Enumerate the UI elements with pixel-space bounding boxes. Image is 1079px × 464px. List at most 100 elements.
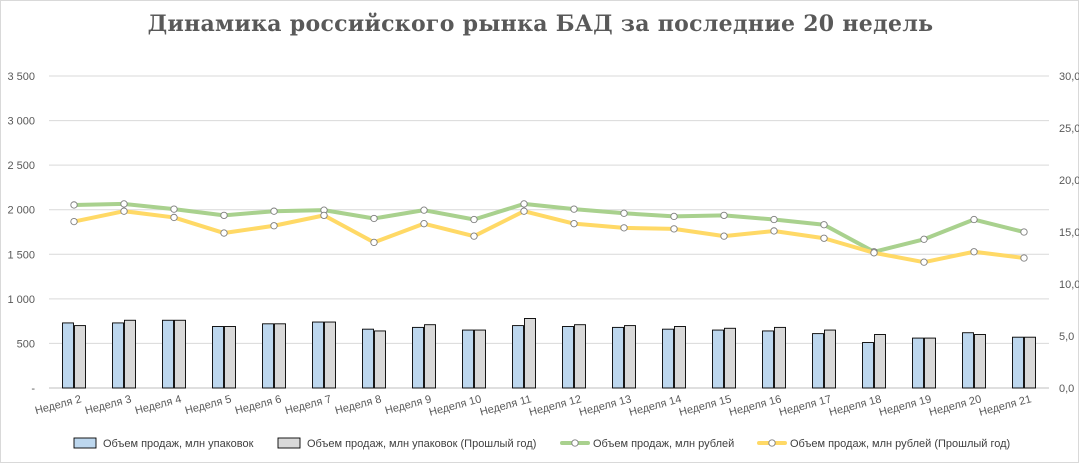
point-sales-rub-prev-year <box>370 238 378 247</box>
point-sales-rub <box>620 209 628 217</box>
x-tick-label: Неделя 4 <box>134 393 183 417</box>
point-sales-rub-prev-year <box>270 222 278 230</box>
x-tick-label: Неделя 6 <box>234 393 283 417</box>
point-sales-rub <box>220 211 228 220</box>
bar-sales-packs-prev-year <box>74 325 86 389</box>
x-tick-label: Неделя 13 <box>578 393 633 418</box>
point-sales-rub <box>170 205 178 213</box>
point-sales-rub <box>420 206 428 214</box>
x-tick-label: Неделя 15 <box>678 393 733 418</box>
y-right-tick-label: 15,0 <box>1059 227 1079 239</box>
point-sales-rub <box>270 207 278 215</box>
bar-sales-packs-prev-year <box>574 324 586 389</box>
bar-sales-packs-prev-year <box>974 334 986 389</box>
point-sales-rub <box>820 221 828 229</box>
legend-swatch <box>73 437 97 449</box>
point-sales-rub-prev-year <box>720 232 728 240</box>
y-right-tick-label: 20,0 <box>1059 175 1079 187</box>
point-sales-rub <box>70 201 78 209</box>
legend-label: Объем продаж, млн упаковок <box>103 438 254 450</box>
y-right-tick-label: 30,0 <box>1059 71 1079 83</box>
point-sales-rub-prev-year <box>520 207 528 215</box>
x-tick-label: Неделя 17 <box>778 393 833 418</box>
bar-sales-packs <box>912 337 924 389</box>
bar-sales-packs <box>562 326 574 389</box>
point-sales-rub-prev-year <box>770 227 778 235</box>
bar-sales-packs-prev-year <box>524 318 536 389</box>
x-tick-label: Неделя 7 <box>284 393 333 417</box>
bar-sales-packs <box>712 329 724 389</box>
y-right-tick-label: 10,0 <box>1059 279 1079 291</box>
x-tick-label: Неделя 12 <box>528 393 583 418</box>
bar-sales-packs <box>862 342 874 389</box>
y-right-tick-label: 5,0 <box>1059 331 1074 343</box>
x-tick-label: Неделя 21 <box>978 393 1033 418</box>
point-sales-rub-prev-year <box>920 258 928 266</box>
point-sales-rub-prev-year <box>420 220 428 228</box>
bar-sales-packs-prev-year <box>1024 336 1036 389</box>
point-sales-rub-prev-year <box>870 249 878 257</box>
x-tick-label: Неделя 11 <box>479 393 533 418</box>
bar-sales-packs <box>62 322 74 389</box>
point-sales-rub-prev-year <box>220 229 228 237</box>
y-left-tick-label: 1 000 <box>7 294 35 306</box>
x-tick-label: Неделя 2 <box>34 393 83 417</box>
point-sales-rub-prev-year <box>170 213 178 222</box>
legend-label: Объем продаж, млн рублей (Прошлый год) <box>790 438 1010 450</box>
bar-sales-packs <box>812 333 824 389</box>
point-sales-rub-prev-year <box>970 248 978 256</box>
bar-sales-packs-prev-year <box>624 325 636 389</box>
legend-swatch <box>277 437 301 449</box>
bar-sales-packs-prev-year <box>674 326 686 389</box>
point-sales-rub <box>470 215 478 224</box>
legend-marker <box>768 439 776 447</box>
point-sales-rub-prev-year <box>820 234 828 242</box>
y-right-tick-label: 25,0 <box>1059 123 1079 135</box>
x-tick-label: Неделя 9 <box>384 393 433 417</box>
point-sales-rub-prev-year <box>570 220 578 228</box>
bar-sales-packs <box>412 326 424 389</box>
y-left-tick-label: 3 500 <box>7 71 35 83</box>
bar-sales-packs-prev-year <box>174 319 186 389</box>
bar-sales-packs-prev-year <box>224 326 236 389</box>
bar-sales-packs-prev-year <box>424 324 436 389</box>
x-tick-label: Неделя 5 <box>184 393 233 417</box>
bar-sales-packs <box>512 325 524 389</box>
x-tick-label: Неделя 19 <box>878 393 933 418</box>
x-tick-label: Неделя 20 <box>928 393 983 418</box>
bar-sales-packs <box>1012 336 1024 389</box>
point-sales-rub <box>520 200 528 208</box>
bar-sales-packs-prev-year <box>324 321 336 389</box>
bar-sales-packs <box>312 321 324 389</box>
point-sales-rub-prev-year <box>470 232 478 240</box>
point-sales-rub <box>920 235 928 243</box>
bar-sales-packs <box>612 326 624 389</box>
point-sales-rub <box>720 211 728 220</box>
bar-sales-packs-prev-year <box>874 334 886 389</box>
legend-marker <box>571 439 579 447</box>
bar-sales-packs <box>462 329 474 389</box>
bar-sales-packs-prev-year <box>724 327 736 389</box>
bar-sales-packs <box>362 328 374 389</box>
point-sales-rub <box>1020 228 1028 236</box>
bar-sales-packs <box>262 323 274 389</box>
y-left-tick-label: 3 000 <box>7 116 35 128</box>
x-tick-label: Неделя 10 <box>428 393 483 418</box>
point-sales-rub-prev-year <box>670 225 678 233</box>
x-tick-label: Неделя 8 <box>334 393 383 417</box>
legend-label: Объем продаж, млн упаковок (Прошлый год) <box>307 438 536 450</box>
point-sales-rub <box>570 205 578 213</box>
bar-sales-packs-prev-year <box>274 323 286 389</box>
point-sales-rub-prev-year <box>1020 254 1028 262</box>
point-sales-rub-prev-year <box>120 207 128 215</box>
bar-sales-packs-prev-year <box>124 319 136 389</box>
point-sales-rub-prev-year <box>70 217 78 226</box>
bar-sales-packs-prev-year <box>474 329 486 389</box>
chart-title: Динамика российского рынка БАД за послед… <box>147 11 934 37</box>
bar-sales-packs-prev-year <box>774 326 786 389</box>
bar-sales-packs <box>212 326 224 389</box>
x-tick-label: Неделя 16 <box>728 393 783 418</box>
bar-sales-packs <box>162 319 174 389</box>
x-tick-label: Неделя 18 <box>828 393 883 418</box>
